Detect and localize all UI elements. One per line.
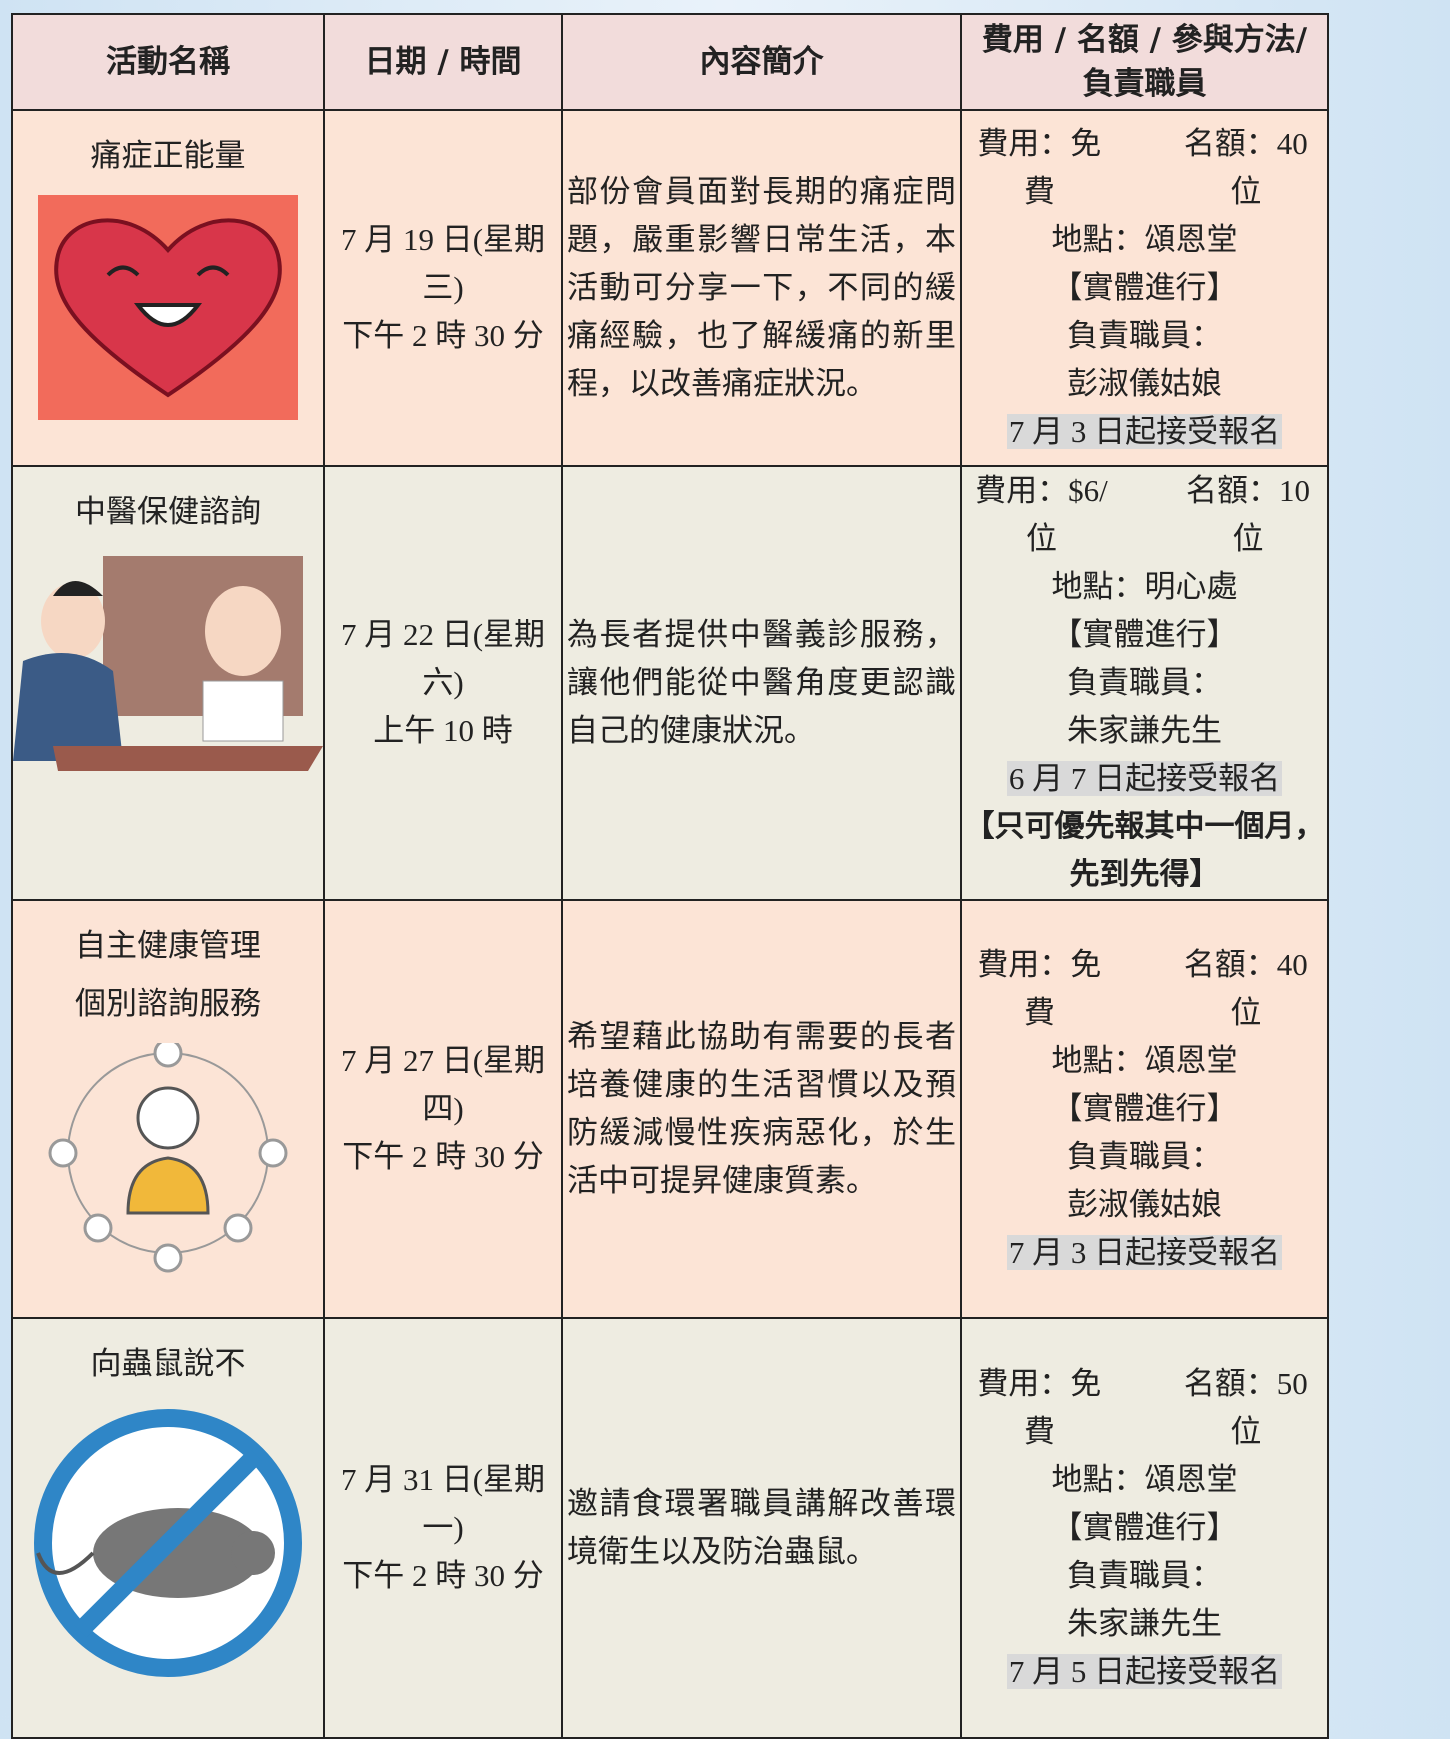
detail-line: 朱家謙先生	[1067, 713, 1222, 748]
name-cell: 向蟲鼠說不	[11, 1317, 325, 1739]
illustration	[48, 1043, 288, 1273]
description-cell: 邀請食環署職員講解改善環境衛生以及防治蟲鼠。	[561, 1317, 962, 1739]
name-cell: 中醫保健諮詢	[11, 465, 325, 901]
fee: 費用：$6/位	[975, 473, 1108, 556]
illustration	[13, 556, 323, 771]
detail-line: 【實體進行】	[1051, 270, 1238, 305]
date-text: 7 月 27 日(星期四)	[340, 1043, 546, 1126]
note: 【只可優先報其中一個月，	[964, 809, 1325, 844]
registration-line: 7 月 5 日起接受報名	[962, 1648, 1327, 1696]
activity-row: 自主健康管理 個別諮詢服務 7 月 27 日(星期四) 下午 2 時 30 分希望藉此…	[11, 899, 1329, 1319]
quota: 名額：40 位	[1183, 947, 1308, 1030]
detail-line: 彭淑儀姑娘	[1067, 366, 1222, 401]
header-text: 內容簡介	[699, 44, 824, 80]
detail-line: 彭淑儀姑娘	[1067, 1187, 1222, 1222]
note: 先到先得】	[1069, 857, 1220, 892]
details-cell: 費用：免費 名額：50 位地點：頌恩堂 【實體進行】 負責職員： 朱家謙先生 7 月 5 …	[960, 1317, 1329, 1739]
header-text: 活動名稱	[106, 44, 230, 80]
details-cell: 費用：免費 名額：40 位地點：頌恩堂 【實體進行】 負責職員： 彭淑儀姑娘 7 月 3 …	[960, 899, 1329, 1319]
registration-line: 7 月 3 日起接受報名	[962, 408, 1327, 456]
detail-line: 負責職員：	[1067, 1558, 1222, 1593]
description-cell: 為長者提供中醫義診服務，讓他們能從中醫角度更認識自己的健康狀況。	[561, 465, 962, 901]
registration: 6 月 7 日起接受報名	[1006, 761, 1283, 796]
detail-line: 負責職員：	[1067, 318, 1222, 353]
activity-row: 痛症正能量 7 月 19 日(星期三) 下午 2 時 30 分部份會員面對長期的痛症…	[11, 109, 1329, 467]
name-cell: 自主健康管理 個別諮詢服務	[11, 899, 325, 1319]
header-cell: 活動名稱	[11, 13, 325, 111]
activity-name: 個別諮詢服務	[75, 986, 261, 1021]
date-text: 7 月 22 日(星期六)	[340, 617, 546, 700]
date-cell: 7 月 22 日(星期六) 上午 10 時	[323, 465, 563, 901]
date-cell: 7 月 31 日(星期一) 下午 2 時 30 分	[323, 1317, 563, 1739]
detail-line: 地點：頌恩堂	[1051, 1043, 1238, 1078]
details-cell: 費用：$6/位 名額：10 位地點：明心處 【實體進行】 負責職員： 朱家謙先生 6 月 …	[960, 465, 1329, 901]
quota: 名額：40 位	[1183, 126, 1308, 209]
date-text: 7 月 19 日(星期三)	[340, 222, 546, 305]
activity-name: 痛症正能量	[90, 138, 246, 173]
date-text: 7 月 31 日(星期一)	[340, 1462, 546, 1545]
description-cell: 部份會員面對長期的痛症問題，嚴重影響日常生活，本活動可分享一下，不同的緩痛經驗，…	[561, 109, 962, 467]
registration-line: 6 月 7 日起接受報名	[962, 755, 1327, 803]
fee: 費用：免費	[977, 947, 1102, 1030]
header-row: 活動名稱 日期 / 時間 內容簡介 費用 / 名額 / 參與方法/負責職員	[11, 13, 1329, 111]
header-cell: 內容簡介	[561, 13, 962, 111]
activity-name: 自主健康管理	[75, 928, 261, 963]
description: 希望藉此協助有需要的長者培養健康的生活習慣以及預防緩減慢性疾病惡化，於生活中可提…	[567, 1019, 956, 1198]
header-cell: 費用 / 名額 / 參與方法/負責職員	[960, 13, 1329, 111]
header-text: 負責職員	[1082, 66, 1207, 102]
fee-quota: 費用：免費 名額：40 位	[962, 120, 1327, 216]
detail-line: 【實體進行】	[1051, 1091, 1238, 1126]
registration: 7 月 3 日起接受報名	[1006, 414, 1283, 449]
date-text: 上午 10 時	[373, 713, 513, 748]
illustration	[34, 1409, 302, 1677]
fee: 費用：免費	[977, 1366, 1102, 1449]
header-cell: 日期 / 時間	[323, 13, 563, 111]
activity-row: 中醫保健諮詢 7 月 22 日(星期六) 上午 10 時 為長者提供中醫義診服務，讓他…	[11, 465, 1329, 901]
date-text: 下午 2 時 30 分	[342, 318, 544, 353]
fee: 費用：免費	[977, 126, 1102, 209]
table: 活動名稱 日期 / 時間 內容簡介 費用 / 名額 / 參與方法/負責職員痛症正能量 7…	[11, 13, 1329, 1739]
detail-line: 負責職員：	[1067, 665, 1222, 700]
name-cell: 痛症正能量	[11, 109, 325, 467]
activity-name: 向蟲鼠說不	[90, 1346, 246, 1381]
description: 邀請食環署職員講解改善環境衛生以及防治蟲鼠。	[567, 1486, 956, 1569]
registration: 7 月 3 日起接受報名	[1006, 1235, 1283, 1270]
detail-line: 負責職員：	[1067, 1139, 1222, 1174]
activity-row: 向蟲鼠說不 7 月 31 日(星期一) 下午 2 時 30 分邀請食環署職員講解改善…	[11, 1317, 1329, 1739]
quota: 名額：50 位	[1183, 1366, 1308, 1449]
detail-line: 【實體進行】	[1051, 1510, 1238, 1545]
header-text: 費用 / 名額 / 參與方法/	[981, 22, 1308, 58]
detail-line: 地點：頌恩堂	[1051, 222, 1238, 257]
activity-table: 活動名稱 日期 / 時間 內容簡介 費用 / 名額 / 參與方法/負責職員痛症正能量 7…	[11, 13, 1329, 1739]
registration: 7 月 5 日起接受報名	[1006, 1654, 1283, 1689]
activity-name: 中醫保健諮詢	[75, 494, 261, 529]
fee-quota: 費用：免費 名額：50 位	[962, 1360, 1327, 1456]
date-cell: 7 月 27 日(星期四) 下午 2 時 30 分	[323, 899, 563, 1319]
registration-line: 7 月 3 日起接受報名	[962, 1229, 1327, 1277]
detail-line: 朱家謙先生	[1067, 1606, 1222, 1641]
description-cell: 希望藉此協助有需要的長者培養健康的生活習慣以及預防緩減慢性疾病惡化，於生活中可提…	[561, 899, 962, 1319]
description: 部份會員面對長期的痛症問題，嚴重影響日常生活，本活動可分享一下，不同的緩痛經驗，…	[567, 174, 956, 401]
date-text: 下午 2 時 30 分	[342, 1558, 544, 1593]
date-cell: 7 月 19 日(星期三) 下午 2 時 30 分	[323, 109, 563, 467]
quota: 名額：10 位	[1185, 473, 1310, 556]
date-text: 下午 2 時 30 分	[342, 1139, 544, 1174]
fee-quota: 費用：免費 名額：40 位	[962, 941, 1327, 1037]
detail-line: 地點：明心處	[1051, 569, 1238, 604]
fee-quota: 費用：$6/位 名額：10 位	[962, 467, 1327, 563]
detail-line: 【實體進行】	[1051, 617, 1238, 652]
details-cell: 費用：免費 名額：40 位地點：頌恩堂 【實體進行】 負責職員： 彭淑儀姑娘 7 月 3 …	[960, 109, 1329, 467]
illustration	[38, 195, 298, 420]
header-text: 日期 / 時間	[364, 44, 522, 80]
detail-line: 地點：頌恩堂	[1051, 1462, 1238, 1497]
description: 為長者提供中醫義診服務，讓他們能從中醫角度更認識自己的健康狀況。	[567, 617, 956, 748]
